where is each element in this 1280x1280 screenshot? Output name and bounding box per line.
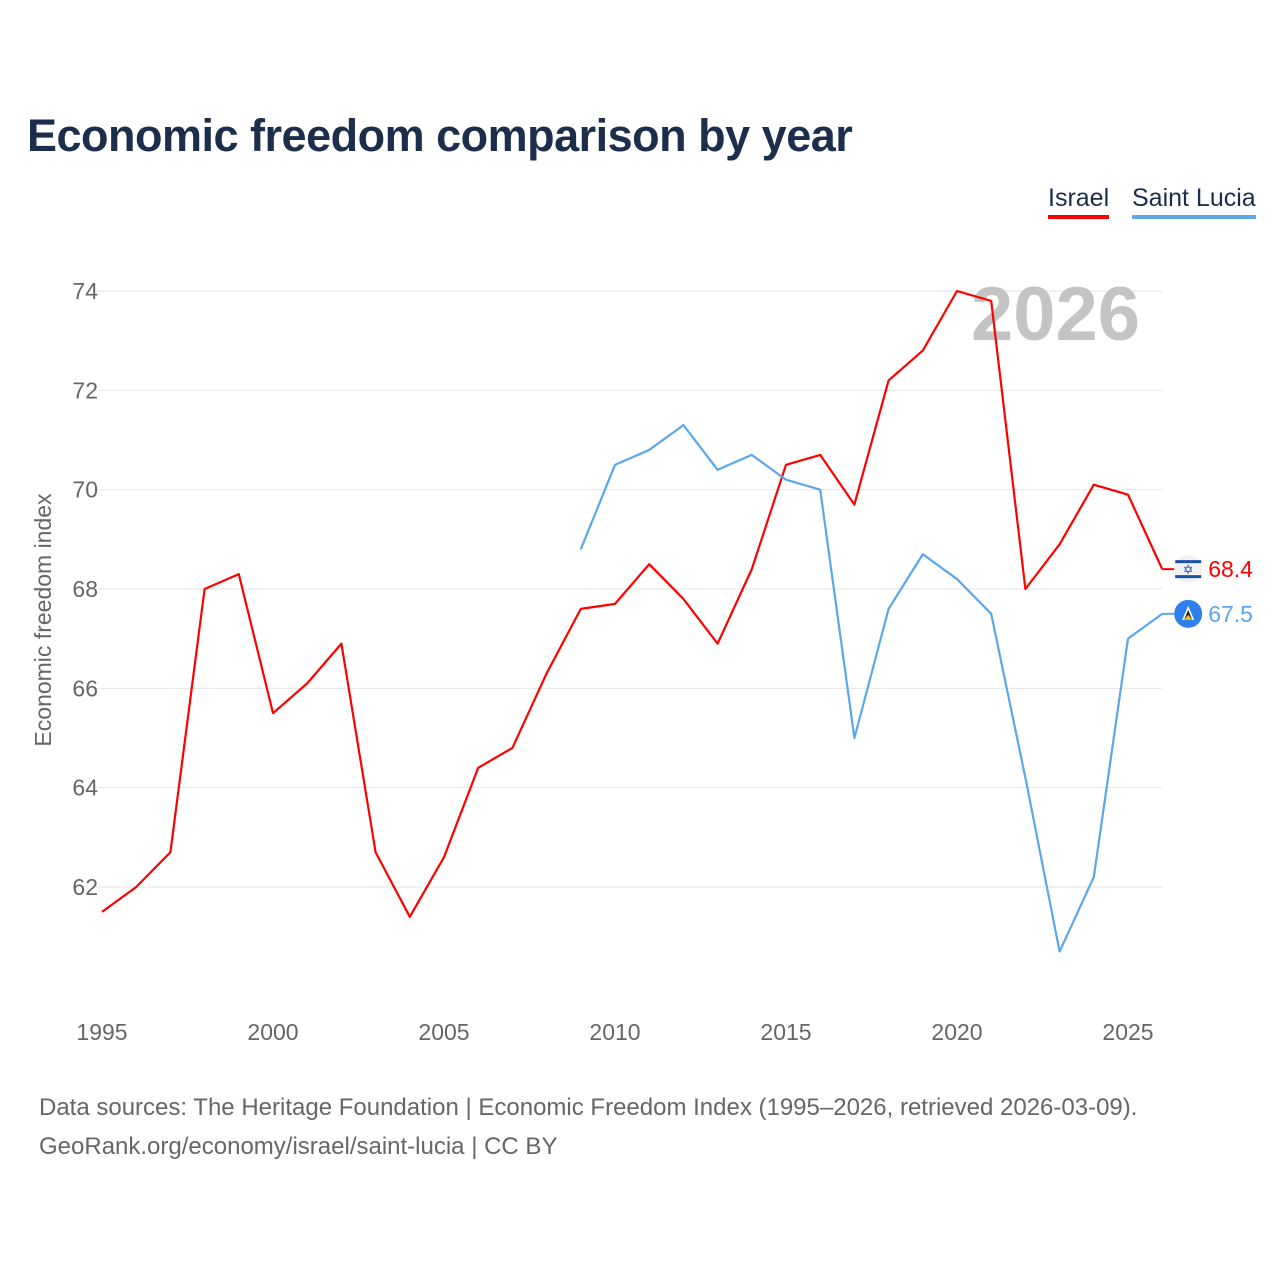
x-tick-label: 2005 — [418, 1019, 469, 1045]
series-line-saint-lucia — [579, 424, 1163, 953]
x-tick-label: 1995 — [76, 1019, 127, 1045]
flag-triangle-gold — [1184, 614, 1193, 620]
y-tick-label: 70 — [72, 477, 98, 503]
saint-lucia-flag-icon — [1174, 599, 1203, 628]
source-note: Data sources: The Heritage Foundation | … — [39, 1088, 1137, 1166]
series-line-israel — [101, 289, 1164, 918]
year-watermark: 2026 — [971, 272, 1140, 357]
x-tick-label: 2000 — [247, 1019, 298, 1045]
star-of-david: ✡ — [1183, 562, 1194, 577]
y-axis-label: Economic freedom index — [30, 493, 56, 747]
y-tick-label: 68 — [72, 576, 98, 602]
chart-title: Economic freedom comparison by year — [27, 110, 853, 161]
y-tick-label: 64 — [72, 775, 98, 801]
x-tick-label: 2025 — [1102, 1019, 1153, 1045]
y-tick-label: 72 — [72, 377, 98, 403]
flag-stripe — [1175, 560, 1202, 564]
x-tick-label: 2015 — [760, 1019, 811, 1045]
legend-israel[interactable]: Israel — [1048, 184, 1110, 219]
x-tick-label: 2010 — [589, 1019, 640, 1045]
y-tick-label: 62 — [72, 874, 98, 900]
legend-saint-lucia[interactable]: Saint Lucia — [1132, 184, 1256, 219]
israel-flag-icon: ✡ — [1174, 555, 1203, 584]
source-line-2[interactable]: GeoRank.org/economy/israel/saint-lucia |… — [39, 1133, 558, 1160]
source-line-1: Data sources: The Heritage Foundation | … — [39, 1094, 1138, 1121]
end-value-label-israel: 68.4 — [1208, 556, 1253, 582]
x-tick-label: 2020 — [931, 1019, 982, 1045]
flag-stripe — [1175, 575, 1202, 579]
y-tick-label: 74 — [72, 278, 98, 304]
y-tick-label: 66 — [72, 675, 98, 701]
end-value-label-saint-lucia: 67.5 — [1208, 601, 1253, 627]
